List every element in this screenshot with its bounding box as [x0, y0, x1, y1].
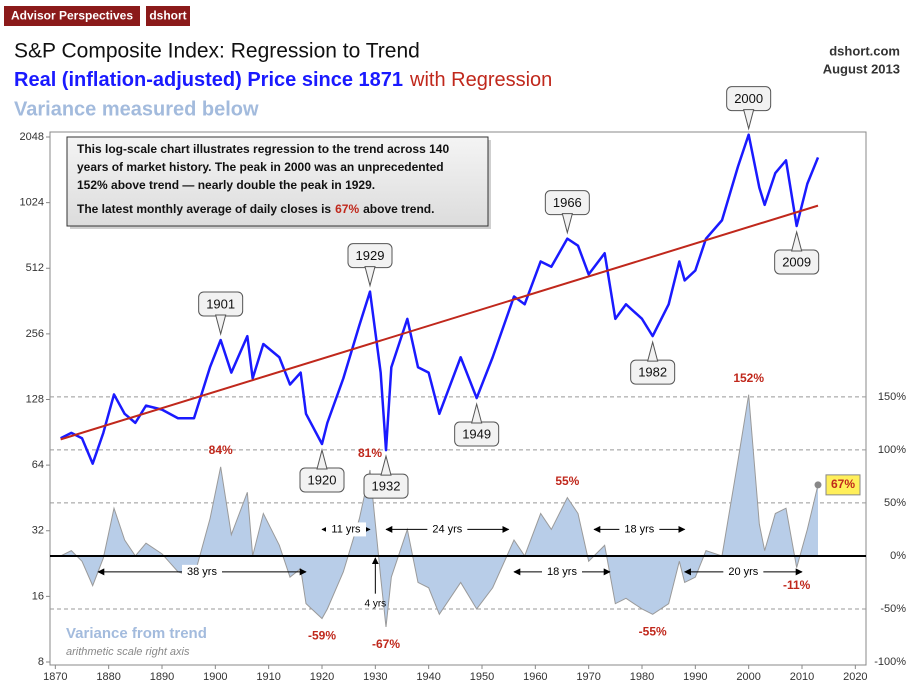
variance-subnote: arithmetic scale right axis	[66, 646, 190, 658]
y2-tick-label: 0%	[890, 550, 906, 562]
callout-pointer	[647, 340, 659, 362]
x-tick-label: 1880	[96, 671, 120, 683]
span-label-bg	[427, 522, 468, 537]
x-tick-label: 2000	[736, 671, 760, 683]
callout-label: 1920	[308, 472, 337, 487]
chart-title: S&P Composite Index: Regression to Trend	[14, 40, 420, 63]
y2-tick-label: -100%	[874, 656, 906, 668]
x-tick-label: 1910	[256, 671, 280, 683]
x-tick-label: 1870	[43, 671, 67, 683]
variance-area	[60, 394, 818, 627]
x-tick-label: 1940	[416, 671, 440, 683]
y2-tick-label: 150%	[878, 391, 906, 403]
latest-label-box	[825, 474, 861, 496]
span-label: 20 yrs	[728, 566, 758, 578]
trend-line	[60, 204, 819, 441]
y-tick-label: 1024	[20, 197, 44, 209]
subtitle-main: Real (inflation-adjusted) Price since 18…	[14, 69, 403, 91]
x-tick-label: 1890	[150, 671, 174, 683]
x-tick-label: 1980	[630, 671, 654, 683]
value-label: 84%	[209, 443, 233, 457]
note-line: 152% above trend — nearly double the pea…	[77, 178, 375, 192]
callout-pointer	[316, 448, 328, 470]
callout-pointer	[364, 266, 376, 288]
callout-pointer	[791, 230, 803, 252]
plot-frame	[49, 131, 867, 666]
subtitle: Real (inflation-adjusted) Price since 18…	[14, 69, 552, 91]
callout-label: 2009	[782, 254, 811, 269]
y-tick-label: 256	[26, 328, 44, 340]
value-label: -59%	[308, 629, 336, 643]
y-tick-label: 64	[32, 459, 44, 471]
value-label: 55%	[555, 474, 579, 488]
x-tick-label: 1990	[683, 671, 707, 683]
y2-tick-label: -50%	[880, 603, 906, 615]
callout-pointer	[380, 454, 392, 476]
span-label: 18 yrs	[547, 566, 577, 578]
x-tick-label: 2020	[843, 671, 867, 683]
callout-label: 1949	[462, 426, 491, 441]
x-tick-label: 1960	[523, 671, 547, 683]
span-label: 24 yrs	[432, 523, 462, 535]
y-tick-label: 8	[38, 656, 44, 668]
note-box	[66, 136, 489, 227]
value-label: 152%	[733, 371, 764, 385]
span-label: 11 yrs	[331, 523, 361, 535]
note-line: This log-scale chart illustrates regress…	[77, 142, 449, 156]
x-tick-label: 1900	[203, 671, 227, 683]
x-tick-label: 1950	[470, 671, 494, 683]
note-latest: The latest monthly average of daily clos…	[77, 202, 434, 216]
span-label: 4 yrs	[364, 598, 386, 609]
span-label-bg	[619, 522, 660, 537]
callout-label: 1929	[356, 248, 385, 263]
x-tick-label: 1970	[576, 671, 600, 683]
callout-pointer	[215, 314, 227, 336]
span-label: 38 yrs	[187, 566, 217, 578]
value-label: -55%	[639, 624, 667, 638]
price-line	[60, 133, 820, 465]
y-tick-label: 2048	[20, 131, 44, 143]
y-tick-label: 16	[32, 590, 44, 602]
note-part: The latest monthly average of daily clos…	[77, 202, 331, 216]
x-tick-label: 1930	[363, 671, 387, 683]
note-highlight: 67%	[335, 202, 359, 216]
subtitle-extra: with Regression	[409, 69, 552, 91]
note-line: years of market history. The peak in 200…	[77, 160, 444, 174]
span-label-bg	[723, 564, 764, 579]
x-tick-label: 2010	[790, 671, 814, 683]
subtitle2: Variance measured below	[14, 98, 259, 120]
span-label-bg	[326, 522, 366, 537]
y-tick-label: 32	[32, 525, 44, 537]
y2-tick-label: 50%	[884, 497, 906, 509]
y2-tick-label: 100%	[878, 444, 906, 456]
value-label: -11%	[783, 578, 811, 592]
y-tick-label: 128	[26, 393, 44, 405]
callout-pointer	[743, 109, 755, 131]
author-box	[146, 6, 190, 26]
callout-label: 1982	[638, 365, 667, 380]
callout-label: 1901	[206, 296, 235, 311]
variance-legend: Variance from trend	[66, 625, 207, 642]
callout-label: 2000	[734, 91, 763, 106]
y-tick-label: 512	[26, 262, 44, 274]
date: August 2013	[823, 61, 900, 76]
span-label-bg	[182, 564, 222, 579]
latest-point	[814, 481, 822, 489]
callout-label: 1932	[372, 479, 401, 494]
value-label: -67%	[372, 637, 400, 651]
source: dshort.com	[829, 43, 900, 58]
callout-label: 1966	[553, 195, 582, 210]
note-part: above trend.	[363, 202, 434, 216]
callout-pointer	[471, 402, 483, 424]
brand: Advisor Perspectives	[11, 9, 133, 23]
value-label: 81%	[358, 446, 382, 460]
x-tick-label: 1920	[310, 671, 334, 683]
callout-pointer	[561, 213, 573, 235]
span-label: 18 yrs	[624, 523, 654, 535]
value-label: 67%	[831, 477, 855, 491]
author: dshort	[149, 9, 186, 23]
span-label-bg	[542, 564, 582, 579]
brand-box	[4, 6, 140, 26]
